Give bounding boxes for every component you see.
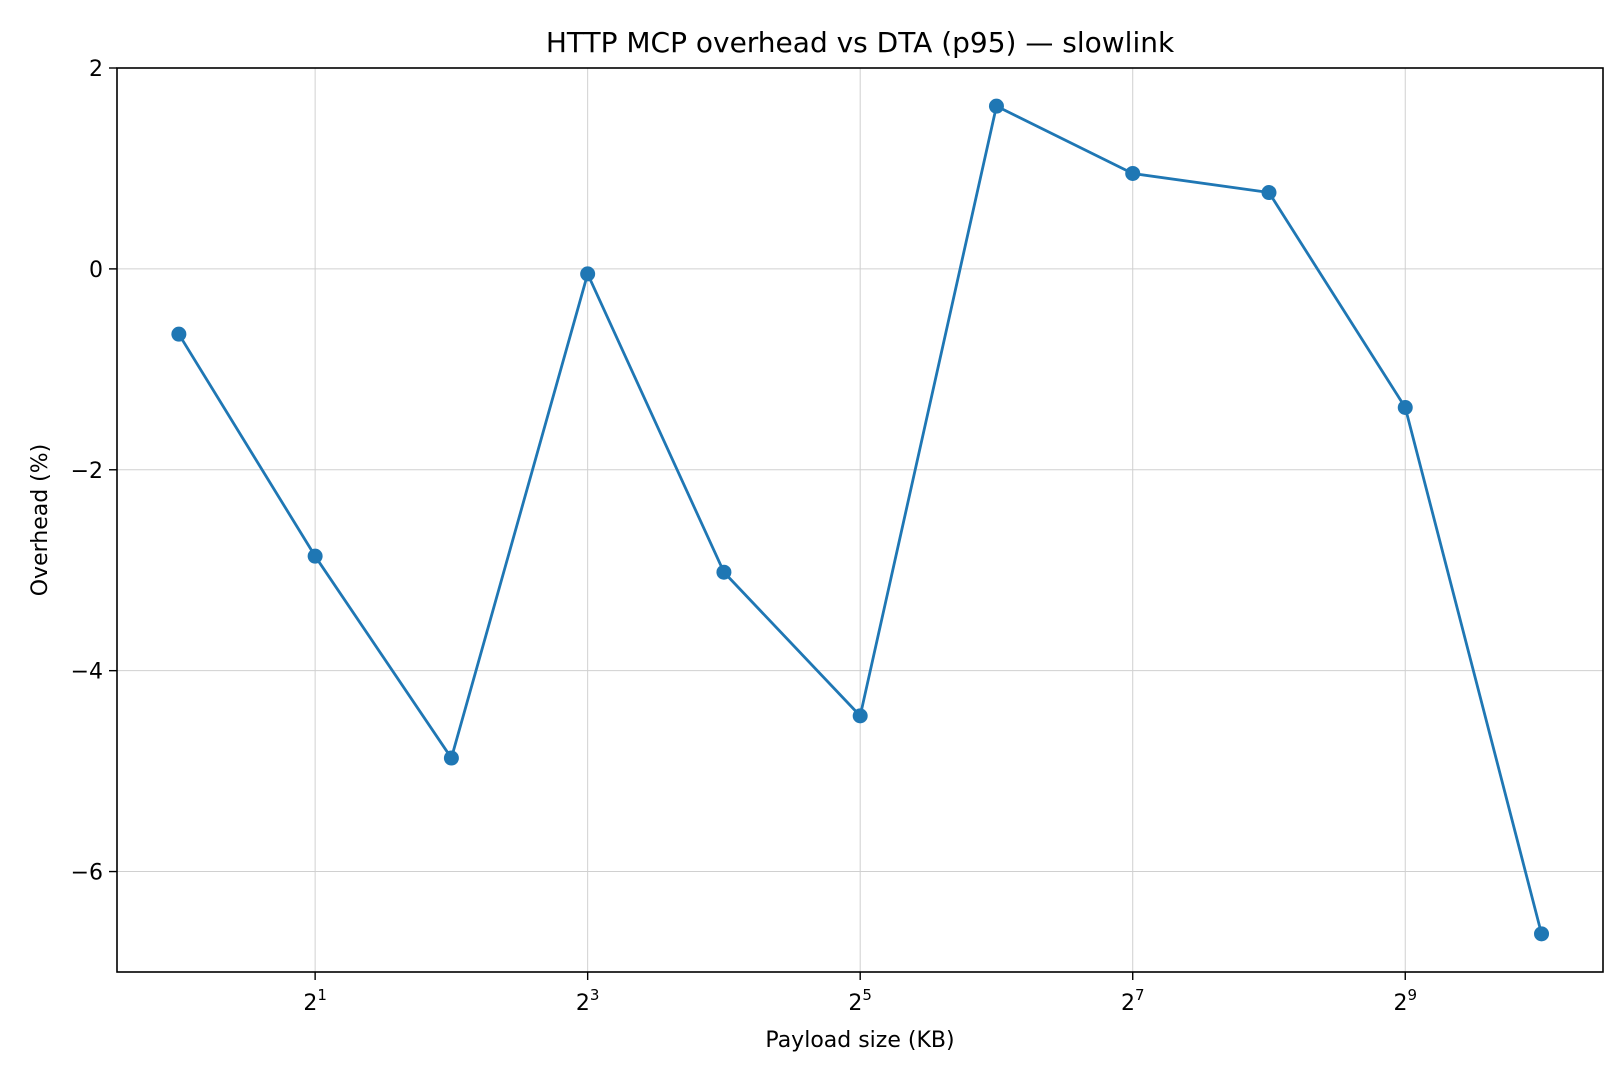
x-axis-label: Payload size (KB) (765, 1028, 954, 1053)
x-tick-label: 25 (848, 986, 872, 1016)
data-point (716, 564, 732, 580)
x-tick-label: 21 (303, 986, 327, 1016)
data-point (580, 266, 596, 282)
data-point (1397, 400, 1413, 416)
y-tick-label: −2 (71, 459, 103, 484)
series-layer (171, 98, 1550, 942)
y-tick-label: −6 (71, 861, 103, 886)
data-point (1125, 165, 1141, 181)
x-tick-label: 23 (576, 986, 600, 1016)
y-axis-label: Overhead (%) (28, 444, 53, 597)
data-point (1261, 185, 1277, 201)
y-tick-label: −4 (71, 660, 103, 685)
data-point (443, 750, 459, 766)
data-point (171, 326, 187, 342)
x-tick-label: 29 (1393, 986, 1417, 1016)
data-point (852, 708, 868, 724)
data-point (307, 548, 323, 564)
x-tick-label: 27 (1121, 986, 1145, 1016)
grid (117, 67, 1603, 972)
data-point (1534, 926, 1550, 942)
chart-title: HTTP MCP overhead vs DTA (p95) — slowlin… (546, 26, 1175, 59)
data-point (988, 98, 1004, 114)
y-tick-label: 0 (89, 258, 103, 283)
y-tick-label: 2 (89, 57, 103, 82)
ticks: 21 23 25 27 29 2 0 −2 −4 −6 (71, 57, 1417, 1016)
